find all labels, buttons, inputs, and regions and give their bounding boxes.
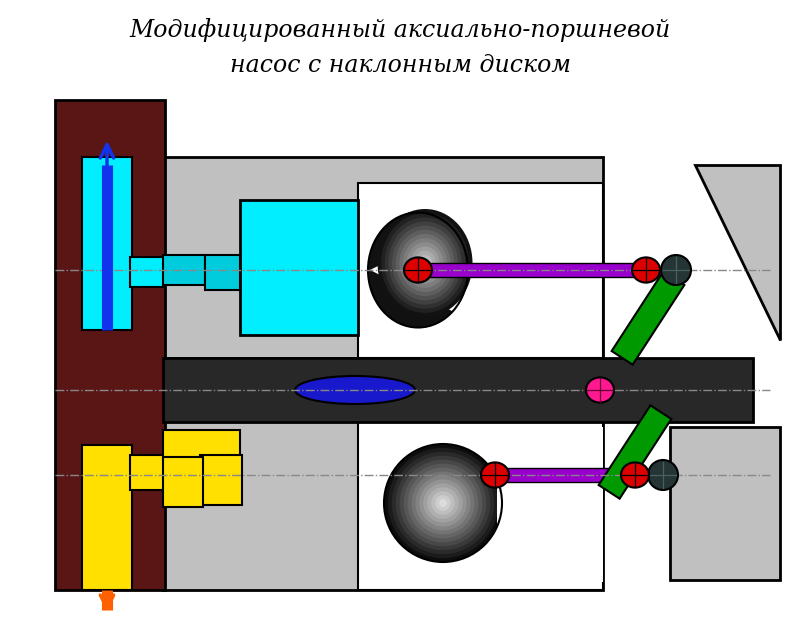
Ellipse shape bbox=[419, 479, 466, 527]
Ellipse shape bbox=[423, 484, 462, 523]
Bar bbox=[82, 157, 132, 330]
Ellipse shape bbox=[411, 472, 474, 535]
Ellipse shape bbox=[384, 444, 502, 562]
Bar bbox=[205, 255, 240, 290]
Ellipse shape bbox=[396, 230, 454, 296]
Text: насос с наклонным диском: насос с наклонным диском bbox=[230, 54, 570, 77]
Ellipse shape bbox=[415, 475, 470, 530]
Ellipse shape bbox=[439, 499, 447, 507]
Ellipse shape bbox=[414, 251, 436, 275]
Ellipse shape bbox=[661, 255, 691, 285]
Ellipse shape bbox=[586, 378, 614, 402]
Ellipse shape bbox=[404, 464, 482, 542]
Ellipse shape bbox=[392, 226, 458, 300]
Ellipse shape bbox=[406, 242, 443, 284]
Polygon shape bbox=[612, 271, 684, 364]
Ellipse shape bbox=[396, 456, 490, 550]
Ellipse shape bbox=[385, 217, 465, 309]
Polygon shape bbox=[370, 200, 510, 340]
Bar bbox=[163, 457, 203, 507]
Bar bbox=[163, 358, 753, 422]
Ellipse shape bbox=[410, 246, 440, 280]
Ellipse shape bbox=[400, 460, 486, 546]
Ellipse shape bbox=[435, 495, 451, 511]
Ellipse shape bbox=[388, 448, 498, 558]
Polygon shape bbox=[598, 406, 671, 499]
Bar bbox=[240, 200, 358, 335]
Bar bbox=[55, 100, 165, 590]
Ellipse shape bbox=[368, 213, 468, 328]
Bar bbox=[163, 430, 240, 460]
Bar bbox=[82, 445, 132, 590]
Bar bbox=[163, 420, 603, 590]
Bar bbox=[497, 427, 603, 582]
Ellipse shape bbox=[381, 213, 469, 313]
Ellipse shape bbox=[399, 234, 450, 292]
Text: Модифицированный аксиально-поршневой: Модифицированный аксиально-поршневой bbox=[130, 18, 670, 42]
Ellipse shape bbox=[621, 462, 649, 487]
Ellipse shape bbox=[378, 209, 473, 317]
Bar bbox=[358, 183, 603, 358]
Polygon shape bbox=[695, 165, 780, 340]
Ellipse shape bbox=[648, 460, 678, 490]
Ellipse shape bbox=[431, 491, 454, 515]
Ellipse shape bbox=[403, 238, 447, 288]
Ellipse shape bbox=[481, 462, 509, 487]
Bar bbox=[492, 468, 640, 482]
Ellipse shape bbox=[407, 467, 478, 539]
Ellipse shape bbox=[404, 257, 432, 283]
Ellipse shape bbox=[418, 255, 432, 271]
Ellipse shape bbox=[389, 222, 462, 305]
Bar bbox=[130, 257, 165, 287]
Ellipse shape bbox=[422, 259, 429, 267]
Polygon shape bbox=[670, 427, 780, 580]
Bar bbox=[200, 455, 242, 505]
Bar bbox=[358, 420, 603, 590]
Bar bbox=[130, 455, 190, 490]
Ellipse shape bbox=[295, 376, 415, 404]
Ellipse shape bbox=[392, 452, 494, 554]
Bar bbox=[163, 157, 603, 358]
Ellipse shape bbox=[632, 257, 660, 283]
Bar bbox=[163, 255, 205, 285]
Bar bbox=[415, 263, 650, 277]
Ellipse shape bbox=[427, 487, 458, 519]
